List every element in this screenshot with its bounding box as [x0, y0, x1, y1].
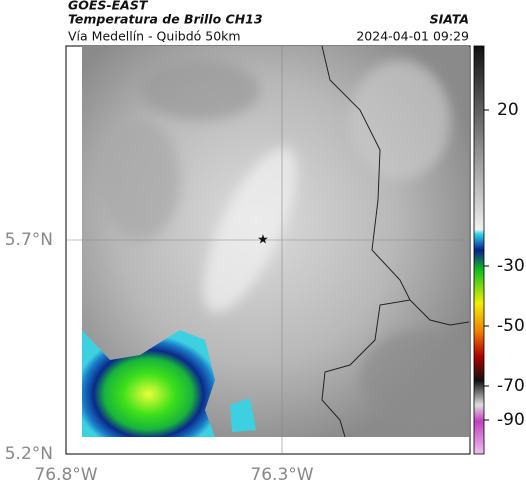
- source-title: GOES-EAST: [68, 0, 149, 13]
- lat-label: 5.2°N: [5, 444, 53, 464]
- agency: SIATA: [430, 12, 469, 27]
- colorbar-label: -90: [497, 410, 525, 430]
- colorbar-label: 20: [497, 100, 519, 120]
- lon-label: 76.3°W: [250, 465, 313, 485]
- lon-label: 76.8°W: [34, 465, 97, 485]
- product-title: Temperatura de Brillo CH13: [68, 12, 263, 27]
- lat-label: 5.7°N: [5, 230, 53, 250]
- colorbar-label: -30: [497, 256, 525, 276]
- imagery: [82, 46, 469, 437]
- route: Vía Medellín - Quibdó 50km: [68, 29, 241, 44]
- colorbar-label: -70: [497, 376, 525, 396]
- colorbar: [473, 45, 485, 455]
- colorbar-label: -50: [497, 316, 525, 336]
- location-star: ★: [257, 233, 269, 248]
- datetime: 2024-04-01 09:29: [356, 29, 469, 44]
